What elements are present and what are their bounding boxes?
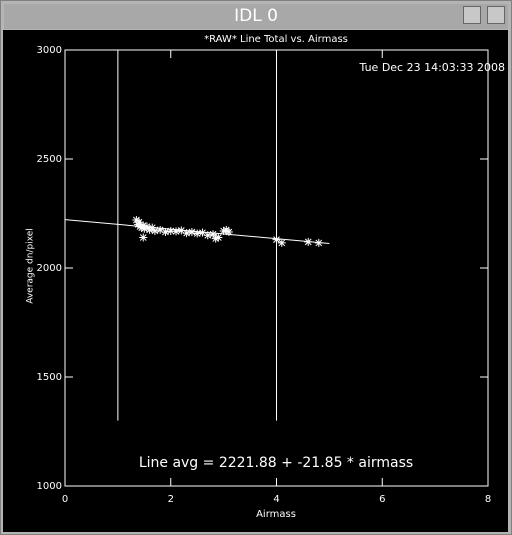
minimize-button[interactable] bbox=[463, 6, 481, 24]
title-bar: IDL 0 bbox=[4, 4, 508, 29]
timestamp: Tue Dec 23 14:03:33 2008 bbox=[359, 61, 505, 74]
y-tick-label: 1000 bbox=[37, 481, 62, 492]
point bbox=[211, 234, 220, 243]
point bbox=[135, 218, 144, 227]
window-title: IDL 0 bbox=[234, 6, 278, 26]
point bbox=[214, 233, 223, 242]
point bbox=[304, 237, 313, 246]
point bbox=[182, 229, 191, 238]
y-tick-label: 2000 bbox=[37, 263, 62, 274]
point bbox=[272, 235, 281, 244]
y-tick-label: 2500 bbox=[37, 154, 62, 165]
point bbox=[139, 233, 148, 242]
point bbox=[203, 231, 212, 240]
point bbox=[198, 228, 207, 237]
y-tick-label: 1500 bbox=[37, 372, 62, 383]
y-tick-label: 3000 bbox=[37, 45, 62, 56]
point bbox=[277, 238, 286, 247]
point bbox=[150, 226, 159, 235]
point bbox=[314, 238, 323, 247]
chart-title: *RAW* Line Total vs. Airmass bbox=[204, 34, 348, 45]
x-tick-label: 8 bbox=[485, 494, 491, 505]
point bbox=[219, 226, 228, 235]
point bbox=[193, 229, 202, 238]
maximize-button[interactable] bbox=[487, 6, 505, 24]
x-tick-label: 4 bbox=[273, 494, 279, 505]
point bbox=[177, 226, 186, 235]
point bbox=[172, 227, 181, 236]
y-axis-label: Average dn/pixel bbox=[26, 228, 36, 304]
x-tick-label: 6 bbox=[379, 494, 385, 505]
x-tick-label: 2 bbox=[168, 494, 174, 505]
point bbox=[224, 228, 233, 237]
point bbox=[156, 225, 165, 234]
point bbox=[187, 228, 196, 237]
point bbox=[139, 221, 148, 230]
point bbox=[161, 228, 170, 237]
annotation: Line avg = 2221.88 + -21.85 * airmass bbox=[139, 455, 413, 471]
point bbox=[166, 226, 175, 235]
x-axis-label: Airmass bbox=[256, 509, 296, 520]
point bbox=[209, 230, 218, 239]
chart: *RAW* Line Total vs. Airmass Tue Dec 23 … bbox=[3, 30, 508, 532]
x-tick-label: 0 bbox=[62, 494, 68, 505]
